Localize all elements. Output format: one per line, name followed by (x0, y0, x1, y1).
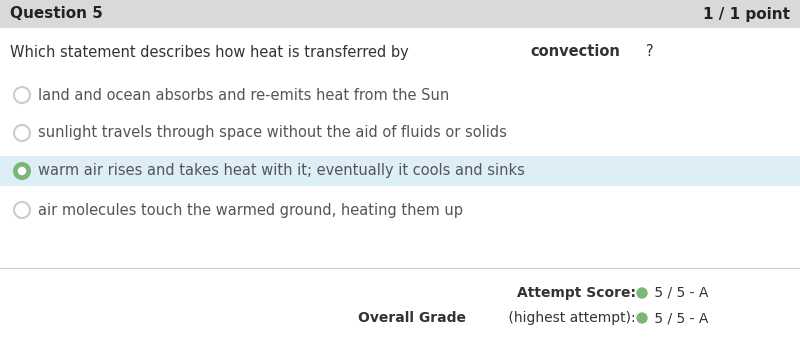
Circle shape (14, 202, 30, 218)
Text: warm air rises and takes heat with it; eventually it cools and sinks: warm air rises and takes heat with it; e… (38, 164, 525, 179)
Text: convection: convection (530, 45, 620, 60)
Text: 1 / 1 point: 1 / 1 point (703, 7, 790, 21)
Text: 5 / 5 - A: 5 / 5 - A (650, 286, 708, 300)
Circle shape (637, 288, 647, 298)
Text: Which statement describes how heat is transferred by: Which statement describes how heat is tr… (10, 45, 414, 60)
Text: air molecules touch the warmed ground, heating them up: air molecules touch the warmed ground, h… (38, 202, 463, 218)
Text: land and ocean absorbs and re-emits heat from the Sun: land and ocean absorbs and re-emits heat… (38, 88, 450, 102)
Text: 5 / 5 - A: 5 / 5 - A (650, 311, 708, 325)
Text: Question 5: Question 5 (10, 7, 103, 21)
Text: sunlight travels through space without the aid of fluids or solids: sunlight travels through space without t… (38, 126, 507, 140)
Circle shape (14, 125, 30, 141)
Circle shape (14, 87, 30, 103)
FancyBboxPatch shape (0, 0, 800, 28)
Text: ?: ? (646, 45, 654, 60)
Text: Overall Grade: Overall Grade (358, 311, 466, 325)
Circle shape (18, 167, 26, 174)
Circle shape (637, 313, 647, 323)
Text: Attempt Score:: Attempt Score: (517, 286, 636, 300)
Circle shape (14, 163, 30, 179)
FancyBboxPatch shape (0, 156, 800, 186)
Text: (highest attempt):: (highest attempt): (504, 311, 636, 325)
